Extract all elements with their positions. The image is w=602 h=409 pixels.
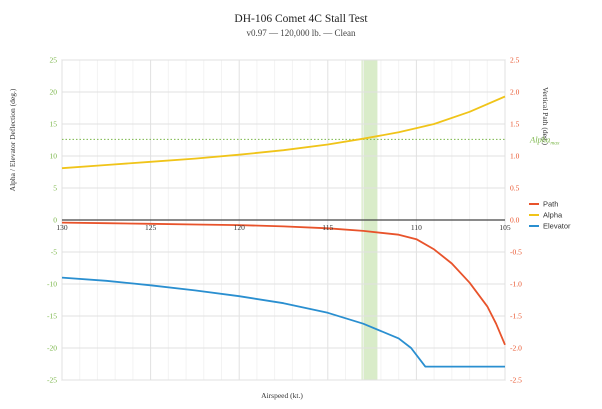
legend: Path Alpha Elevator	[529, 200, 571, 231]
series-line-alpha	[61, 95, 506, 170]
y-right-tick-label: 1.0	[510, 152, 520, 161]
y-left-tick-label: 15	[50, 120, 58, 129]
x-tick-labels: 130 125 120 115 110 105	[56, 223, 511, 232]
x-tick-label: 115	[322, 223, 333, 232]
y-left-tick-label: 20	[50, 88, 58, 97]
series-line-elevator	[61, 276, 505, 368]
x-tick-label: 120	[234, 223, 246, 232]
y-left-tick-label: -5	[51, 248, 57, 257]
y-left-tick-label: -25	[47, 376, 57, 385]
legend-label-elevator: Elevator	[543, 222, 571, 231]
y-right-tick-label: -2.5	[510, 376, 522, 385]
x-tick-label: 110	[411, 223, 422, 232]
alpha-max-label: Alphamax	[529, 134, 560, 146]
y-right-tick-label: -1.5	[510, 312, 522, 321]
legend-label-alpha: Alpha	[543, 211, 563, 220]
y-right-tick-labels: 2.5 2.0 1.5 1.0 0.5 0.0 -0.5 -1.0 -1.5 -2.0 -2.5	[510, 56, 522, 385]
y-left-tick-label: -15	[47, 312, 57, 321]
alpha-max-label-sub: max	[550, 140, 560, 146]
y-right-tick-label: 0.0	[510, 216, 520, 225]
y-left-tick-label: 5	[53, 184, 57, 193]
x-axis-label: Airspeed (kt.)	[261, 391, 303, 400]
y-right-tick-label: -2.0	[510, 344, 522, 353]
legend-label-path: Path	[543, 200, 558, 209]
y-right-axis-label: Vertical Path (deg.)	[541, 87, 550, 146]
x-tick-label: 130	[56, 223, 68, 232]
y-left-tick-label: 25	[50, 56, 58, 65]
y-right-tick-label: 2.0	[510, 88, 520, 97]
y-right-tick-label: 2.5	[510, 56, 520, 65]
y-left-tick-label: 10	[50, 152, 58, 161]
x-tick-label: 125	[145, 223, 157, 232]
alpha-max-label-main: Alpha	[529, 134, 550, 144]
chart-title: DH-106 Comet 4C Stall Test	[234, 13, 368, 25]
y-right-tick-label: 0.5	[510, 184, 520, 193]
y-left-tick-label: -10	[47, 280, 57, 289]
y-left-axis-label: Alpha / Elevator Deflection (deg.)	[8, 88, 17, 191]
series-lines	[61, 95, 506, 368]
y-left-tick-label: 0	[53, 216, 57, 225]
y-left-tick-labels: 25 20 15 10 5 0 -5 -10 -15 -20 -25	[47, 56, 57, 385]
series-line-path	[61, 221, 506, 346]
chart-subtitle: v0.97 — 120,000 lb. — Clean	[247, 28, 356, 38]
y-right-tick-label: -1.0	[510, 280, 522, 289]
x-tick-label: 105	[499, 223, 511, 232]
y-left-tick-label: -20	[47, 344, 57, 353]
y-right-tick-label: 1.5	[510, 120, 520, 129]
y-right-tick-label: -0.5	[510, 248, 522, 257]
